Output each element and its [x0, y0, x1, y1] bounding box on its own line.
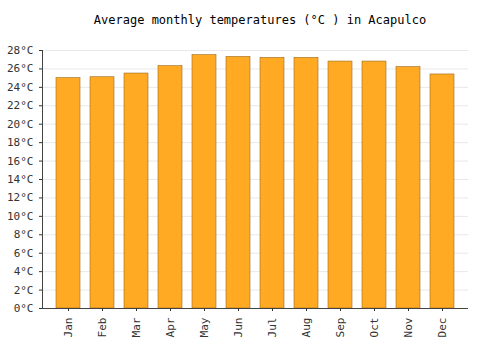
- svg-text:28°C: 28°C: [7, 44, 34, 57]
- svg-text:0°C: 0°C: [14, 302, 34, 315]
- svg-text:4°C: 4°C: [14, 265, 34, 278]
- svg-text:18°C: 18°C: [7, 136, 34, 149]
- svg-text:Aug: Aug: [300, 318, 313, 338]
- svg-text:26°C: 26°C: [7, 62, 34, 75]
- svg-text:Mar: Mar: [130, 317, 143, 337]
- svg-text:Apr: Apr: [164, 317, 177, 337]
- svg-text:Jun: Jun: [232, 318, 245, 338]
- svg-text:Dec: Dec: [436, 318, 449, 338]
- svg-text:Feb: Feb: [96, 318, 109, 338]
- svg-text:22°C: 22°C: [7, 99, 34, 112]
- svg-text:Oct: Oct: [368, 318, 381, 338]
- svg-text:6°C: 6°C: [14, 247, 34, 260]
- svg-text:20°C: 20°C: [7, 118, 34, 131]
- svg-text:14°C: 14°C: [7, 173, 34, 186]
- svg-text:Jan: Jan: [62, 318, 75, 338]
- svg-text:Sep: Sep: [334, 318, 347, 338]
- svg-text:10°C: 10°C: [7, 210, 34, 223]
- svg-text:May: May: [198, 317, 211, 337]
- svg-text:24°C: 24°C: [7, 81, 34, 94]
- svg-text:12°C: 12°C: [7, 191, 34, 204]
- svg-text:8°C: 8°C: [14, 228, 34, 241]
- svg-text:16°C: 16°C: [7, 155, 34, 168]
- html-text:Average monthly temperatures (: Average monthly temperatures (°C ) in Ac…: [93, 13, 427, 27]
- svg-text:Jul: Jul: [266, 318, 279, 338]
- svg-text:Nov: Nov: [402, 317, 415, 337]
- svg-text:2°C: 2°C: [14, 284, 34, 297]
